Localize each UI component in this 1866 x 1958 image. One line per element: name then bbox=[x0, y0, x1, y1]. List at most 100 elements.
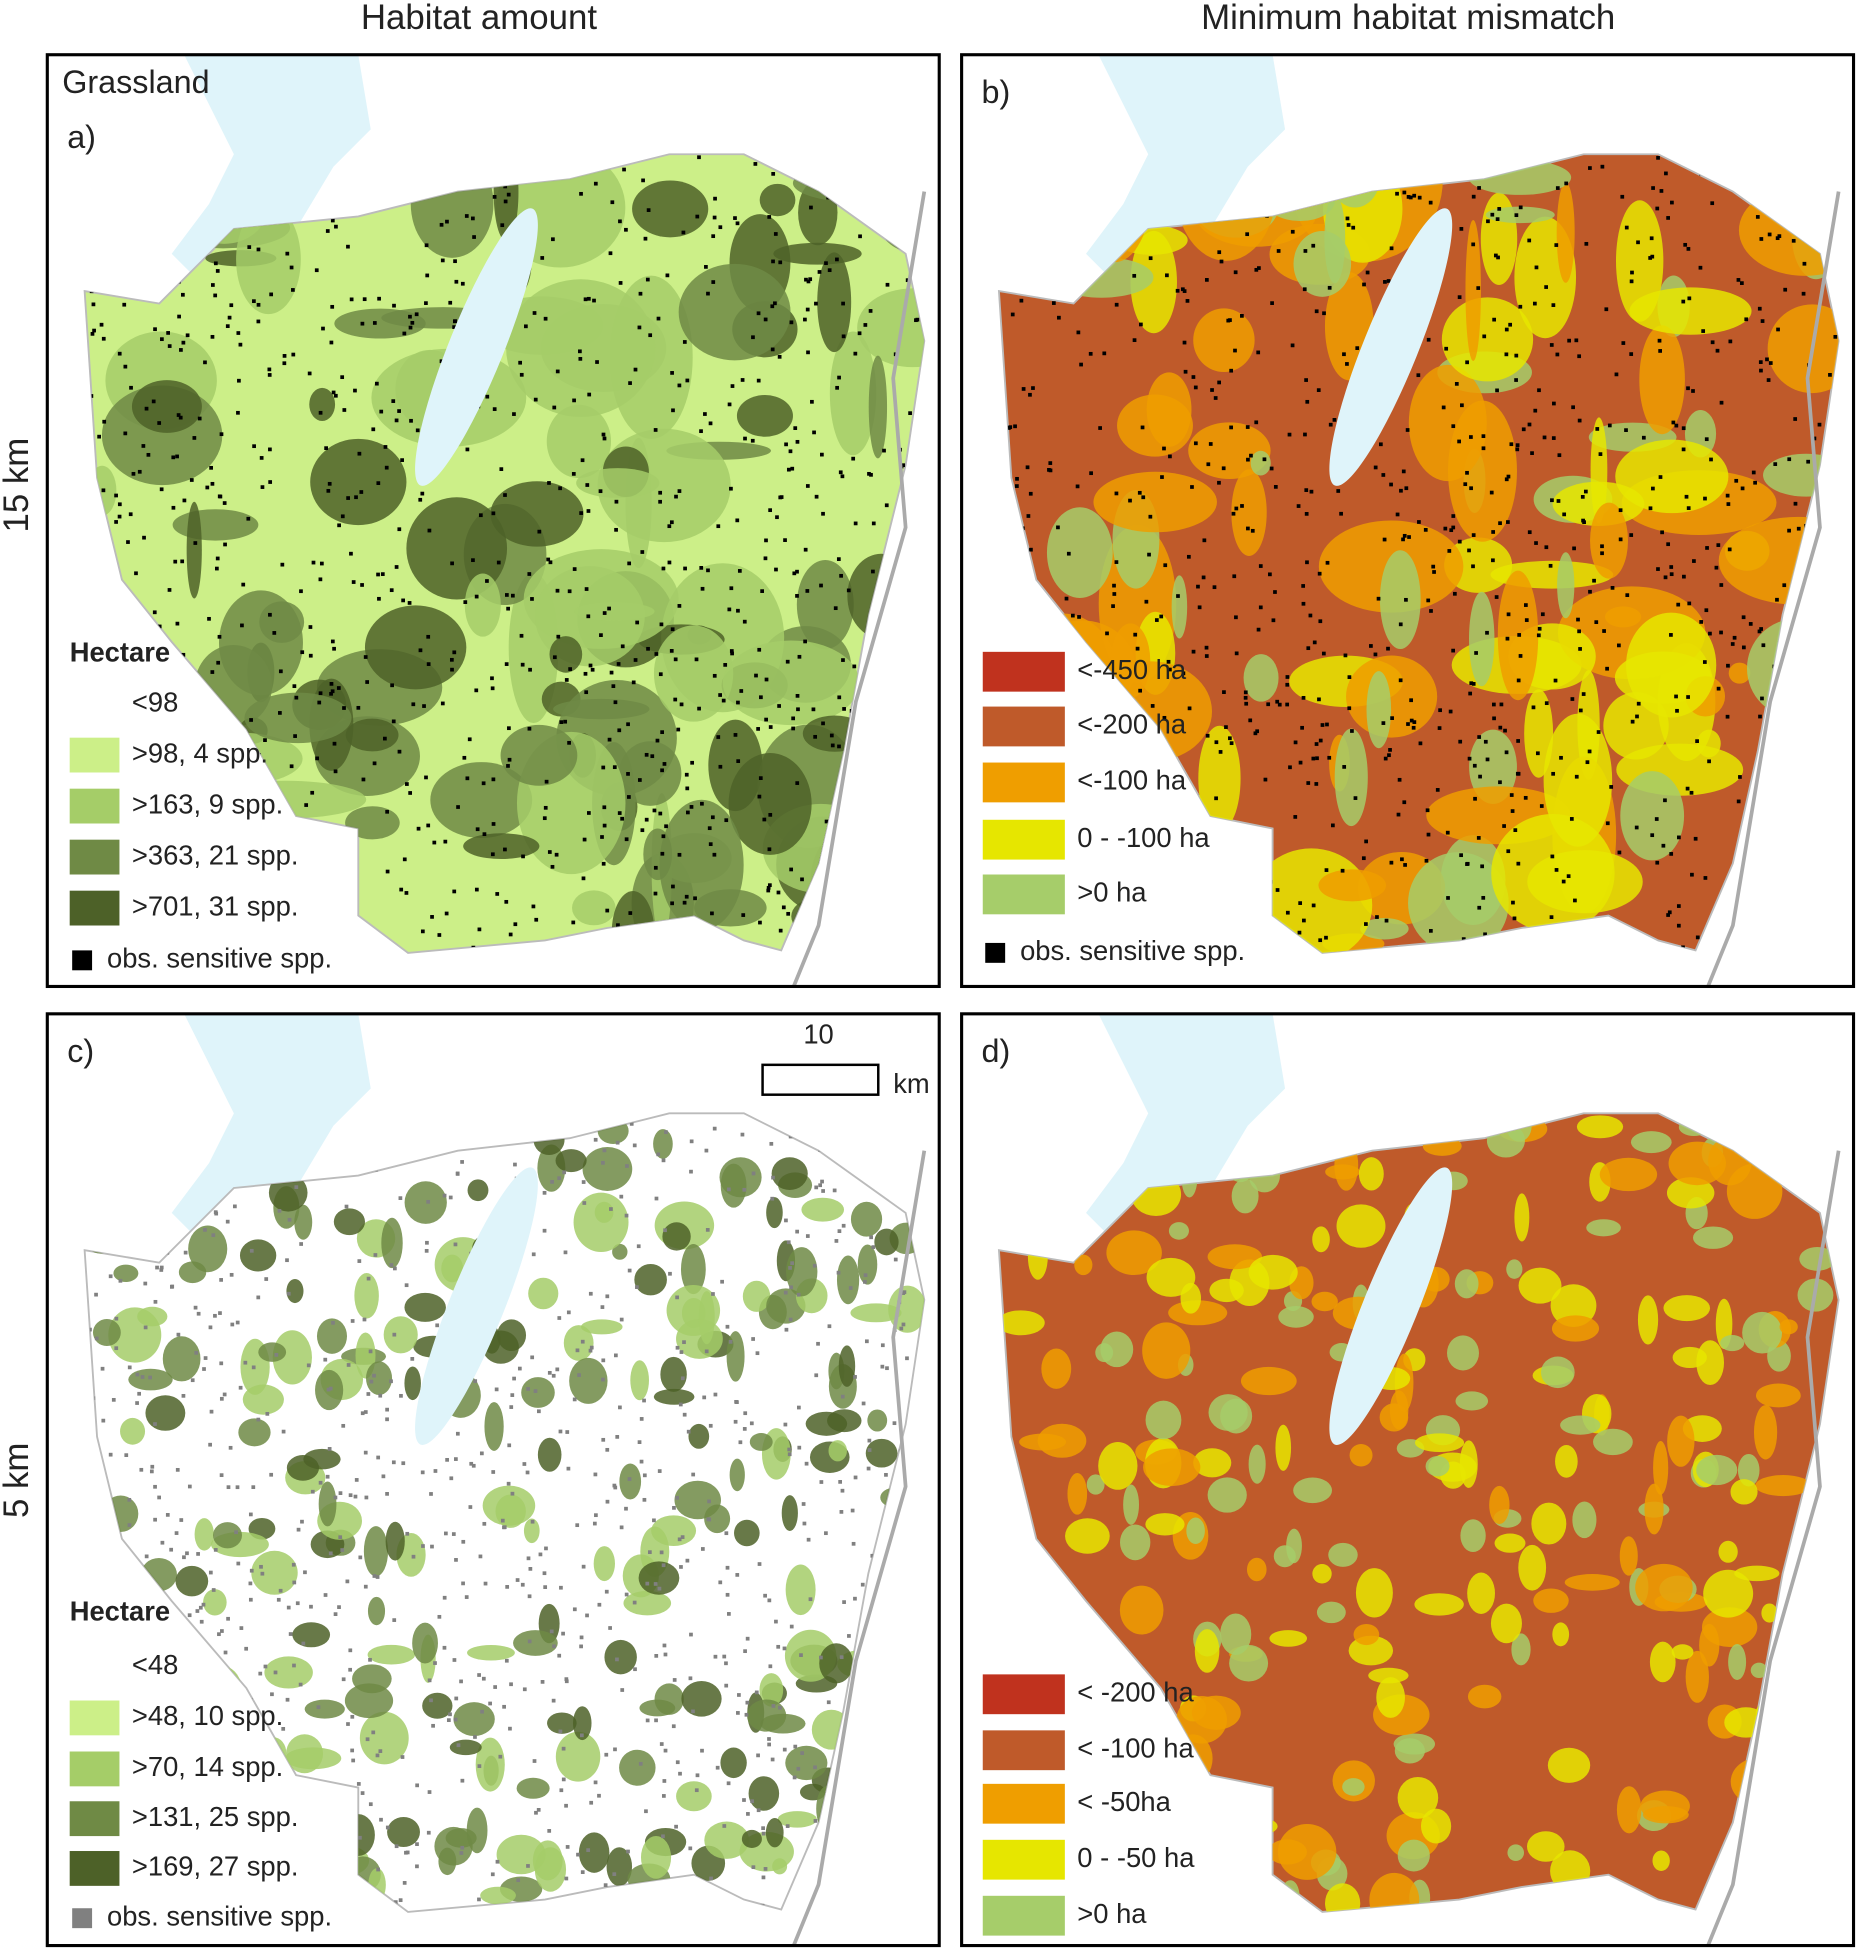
observation bbox=[537, 1409, 541, 1414]
observation bbox=[773, 301, 777, 306]
observation bbox=[180, 559, 185, 564]
observation bbox=[605, 1294, 610, 1299]
observation bbox=[490, 1872, 495, 1877]
patch bbox=[836, 1255, 860, 1305]
observation bbox=[294, 1185, 299, 1189]
observation bbox=[695, 214, 700, 219]
legend-label: 0 - -100 ha bbox=[1077, 822, 1210, 853]
observation bbox=[809, 205, 813, 210]
observation bbox=[1669, 565, 1674, 569]
observation bbox=[1491, 530, 1496, 534]
observation bbox=[1574, 338, 1579, 343]
observation bbox=[564, 1677, 569, 1681]
observation bbox=[791, 726, 796, 731]
observation bbox=[1026, 514, 1031, 518]
observation bbox=[300, 650, 305, 655]
patch bbox=[1667, 1415, 1695, 1467]
observation bbox=[793, 426, 798, 430]
observation bbox=[383, 445, 388, 449]
observation bbox=[346, 1363, 351, 1367]
observation bbox=[650, 754, 655, 759]
observation bbox=[252, 299, 256, 304]
observation bbox=[243, 1360, 248, 1365]
observation bbox=[1552, 401, 1556, 406]
observation bbox=[1437, 726, 1442, 730]
observation bbox=[627, 561, 632, 566]
observation bbox=[1290, 229, 1295, 234]
observation bbox=[661, 1158, 666, 1163]
observation bbox=[722, 1824, 727, 1828]
patch bbox=[998, 1310, 1045, 1336]
observation bbox=[1594, 620, 1599, 625]
observation bbox=[884, 503, 889, 508]
observation bbox=[1629, 279, 1634, 284]
observation bbox=[326, 1387, 331, 1392]
observation bbox=[1141, 495, 1146, 500]
observation bbox=[118, 1278, 123, 1283]
observation bbox=[510, 1393, 515, 1397]
observation bbox=[1395, 191, 1399, 196]
observation bbox=[398, 1898, 403, 1903]
observation bbox=[532, 1759, 537, 1763]
patch bbox=[1730, 1479, 1758, 1505]
observation bbox=[624, 1213, 629, 1218]
observation bbox=[319, 561, 324, 566]
observation bbox=[331, 390, 336, 395]
patch bbox=[623, 1590, 672, 1616]
observation bbox=[426, 1830, 431, 1835]
observation bbox=[1144, 599, 1149, 604]
observation bbox=[385, 809, 390, 814]
observation bbox=[761, 1831, 766, 1836]
observation bbox=[721, 698, 726, 703]
observation bbox=[1703, 876, 1708, 880]
observation bbox=[526, 1864, 530, 1868]
observation bbox=[1481, 446, 1486, 451]
patch bbox=[213, 1522, 243, 1549]
observation bbox=[587, 392, 592, 397]
observation bbox=[1263, 777, 1268, 782]
observation bbox=[777, 354, 782, 359]
observation bbox=[1513, 828, 1518, 832]
observation bbox=[1534, 541, 1538, 545]
observation bbox=[1381, 473, 1386, 477]
observation bbox=[1648, 506, 1653, 511]
observation bbox=[1587, 749, 1592, 754]
observation bbox=[1276, 249, 1281, 253]
observation bbox=[1650, 254, 1655, 259]
patch bbox=[490, 481, 584, 547]
observation bbox=[452, 650, 457, 655]
observation bbox=[746, 1812, 750, 1816]
legend-swatch bbox=[69, 890, 120, 926]
observation bbox=[526, 1387, 530, 1391]
observation bbox=[1655, 206, 1660, 211]
observation bbox=[537, 529, 542, 534]
observation bbox=[813, 1765, 817, 1770]
patch bbox=[430, 762, 533, 839]
patch bbox=[765, 1817, 784, 1848]
observation bbox=[342, 706, 346, 710]
patch bbox=[1342, 1778, 1365, 1796]
patch bbox=[484, 1402, 504, 1451]
patch bbox=[678, 263, 791, 361]
observation bbox=[1467, 756, 1472, 761]
observation bbox=[451, 1532, 456, 1536]
patch bbox=[1220, 1613, 1252, 1655]
observation bbox=[404, 891, 409, 895]
patch bbox=[1685, 1650, 1709, 1703]
observation bbox=[602, 805, 607, 810]
observation bbox=[561, 1777, 566, 1782]
observation bbox=[248, 1512, 253, 1517]
patch bbox=[1761, 1603, 1778, 1623]
observation bbox=[375, 1575, 380, 1579]
observation bbox=[1407, 535, 1411, 539]
observation bbox=[471, 1463, 476, 1468]
observation bbox=[1782, 583, 1787, 588]
observation bbox=[358, 1555, 363, 1560]
observation bbox=[597, 1793, 601, 1798]
observation bbox=[604, 1752, 609, 1757]
observation bbox=[682, 900, 687, 905]
patch bbox=[722, 640, 860, 726]
observation bbox=[247, 245, 252, 249]
observation bbox=[1681, 426, 1686, 431]
observation bbox=[788, 1266, 792, 1270]
